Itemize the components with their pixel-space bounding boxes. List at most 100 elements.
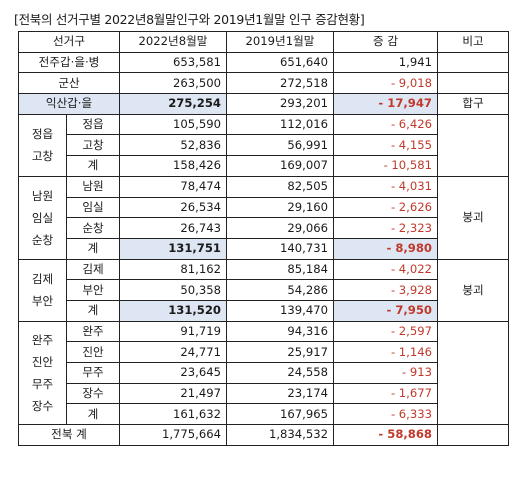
value-2022: 653,581 — [119, 51, 227, 74]
sub-district-name: 진안 — [66, 341, 120, 363]
note-cell — [437, 113, 509, 177]
subtotal-label: 계 — [66, 237, 120, 260]
value-2019: 167,965 — [226, 403, 334, 426]
value-change: - 9,018 — [333, 72, 438, 95]
value-2019: 56,991 — [226, 134, 334, 157]
group-label-line: 정읍 — [31, 127, 54, 142]
table-row: 남원 임실 순창 남원 78,474 82,505 - 4,031 붕괴 — [18, 175, 509, 260]
value-change: - 2,626 — [333, 196, 438, 219]
sub-district-name: 장수 — [66, 382, 120, 405]
value-change: - 6,426 — [333, 113, 438, 136]
district-name: 익산갑·을 — [18, 93, 120, 115]
value-change: - 7,950 — [333, 299, 438, 322]
value-2022: 23,645 — [119, 362, 227, 384]
group-label-line: 임실 — [31, 210, 54, 225]
sub-district-name: 무주 — [66, 362, 120, 384]
total-row: 전북 계 1,775,664 1,834,532 - 58,868 — [18, 424, 509, 446]
header-note: 비고 — [437, 31, 509, 53]
value-2022: 275,254 — [119, 93, 227, 115]
value-2019: 139,470 — [226, 299, 334, 322]
header-2019: 2019년1월말 — [226, 31, 334, 53]
value-2019: 82,505 — [226, 175, 334, 198]
district-name: 전주갑·을·병 — [18, 51, 120, 74]
value-2019: 94,316 — [226, 320, 334, 343]
group-label-line: 순창 — [31, 232, 54, 247]
note-cell — [437, 51, 509, 74]
value-2019: 169,007 — [226, 155, 334, 177]
table-row: 무주 23,645 24,558 - 913 — [19, 362, 509, 384]
value-change: - 1,677 — [333, 382, 438, 405]
table-row: 진안 24,771 25,917 - 1,146 — [19, 341, 509, 363]
group-label-line: 장수 — [31, 398, 54, 413]
table-row: 군산 263,500 272,518 - 9,018 — [18, 72, 509, 95]
sub-district-name: 김제 — [66, 258, 120, 281]
note-cell: 붕괴 — [437, 258, 509, 322]
sub-district-name: 고창 — [66, 134, 120, 157]
value-2019: 85,184 — [226, 258, 334, 281]
value-2022: 158,426 — [119, 155, 227, 177]
table-caption: [전북의 선거구별 2022년8월말인구와 2019년1월말 인구 증감현황] — [14, 12, 365, 27]
population-table: 선거구 2022년8월말 2019년1월말 증 감 비고 전주갑·을·병 653… — [18, 31, 509, 446]
value-change: - 8,980 — [333, 237, 438, 260]
header-change: 증 감 — [333, 31, 438, 53]
table-row: 순창 26,743 29,066 - 2,323 — [19, 217, 509, 239]
group-label-wanju: 완주 진안 무주 장수 — [18, 320, 67, 426]
value-2019: 24,558 — [226, 362, 334, 384]
table-row: 계 161,632 167,965 - 6,333 — [19, 403, 509, 426]
group-label-jeongeup: 정읍 고창 — [18, 113, 67, 177]
note-cell — [437, 72, 509, 95]
value-change: - 4,031 — [333, 175, 438, 198]
value-2019: 54,286 — [226, 279, 334, 301]
value-change: - 4,022 — [333, 258, 438, 281]
value-change: - 2,597 — [333, 320, 438, 343]
value-change: 1,941 — [333, 51, 438, 74]
table-row: 고창 52,836 56,991 - 4,155 — [19, 134, 509, 157]
group-label-line: 김제 — [31, 272, 54, 287]
value-2019: 29,066 — [226, 217, 334, 239]
sub-district-name: 임실 — [66, 196, 120, 219]
district-name: 군산 — [18, 72, 120, 95]
value-2022: 1,775,664 — [119, 424, 227, 446]
header-district: 선거구 — [18, 31, 120, 53]
value-2019: 293,201 — [226, 93, 334, 115]
header-2022: 2022년8월말 — [119, 31, 227, 53]
value-2019: 29,160 — [226, 196, 334, 219]
table-row: 부안 50,358 54,286 - 3,928 — [19, 279, 509, 301]
value-2019: 1,834,532 — [226, 424, 334, 446]
value-2022: 26,743 — [119, 217, 227, 239]
total-label: 전북 계 — [18, 424, 120, 446]
value-change: - 4,155 — [333, 134, 438, 157]
note-cell: 합구 — [437, 93, 509, 115]
sub-district-name: 정읍 — [66, 113, 120, 136]
sub-district-name: 부안 — [66, 279, 120, 301]
group-label-line: 무주 — [31, 376, 54, 391]
value-change: - 10,581 — [333, 155, 438, 177]
value-change: - 913 — [333, 362, 438, 384]
value-change: - 2,323 — [333, 217, 438, 239]
value-2022: 161,632 — [119, 403, 227, 426]
header-row: 선거구 2022년8월말 2019년1월말 증 감 비고 — [18, 31, 509, 53]
value-2022: 52,836 — [119, 134, 227, 157]
value-change: - 17,947 — [333, 93, 438, 115]
table-row: 계 131,751 140,731 - 8,980 — [19, 237, 509, 260]
value-2022: 81,162 — [119, 258, 227, 281]
value-change: - 3,928 — [333, 279, 438, 301]
table-row: 장수 21,497 23,174 - 1,677 — [19, 382, 509, 405]
table-row: 계 131,520 139,470 - 7,950 — [19, 299, 509, 322]
group-label-namwon: 남원 임실 순창 — [18, 175, 67, 260]
value-2019: 651,640 — [226, 51, 334, 74]
value-2019: 272,518 — [226, 72, 334, 95]
note-cell — [437, 320, 509, 426]
subtotal-label: 계 — [66, 403, 120, 426]
value-change: - 58,868 — [333, 424, 438, 446]
sub-district-name: 완주 — [66, 320, 120, 343]
value-2022: 24,771 — [119, 341, 227, 363]
value-change: - 6,333 — [333, 403, 438, 426]
table-row: 익산갑·을 275,254 293,201 - 17,947 합구 — [18, 93, 509, 115]
sub-district-name: 남원 — [66, 175, 120, 198]
table-row: 김제 부안 김제 81,162 85,184 - 4,022 붕괴 — [18, 258, 509, 322]
value-change: - 1,146 — [333, 341, 438, 363]
value-2022: 131,751 — [119, 237, 227, 260]
group-label-line: 진안 — [31, 354, 54, 369]
value-2019: 23,174 — [226, 382, 334, 405]
